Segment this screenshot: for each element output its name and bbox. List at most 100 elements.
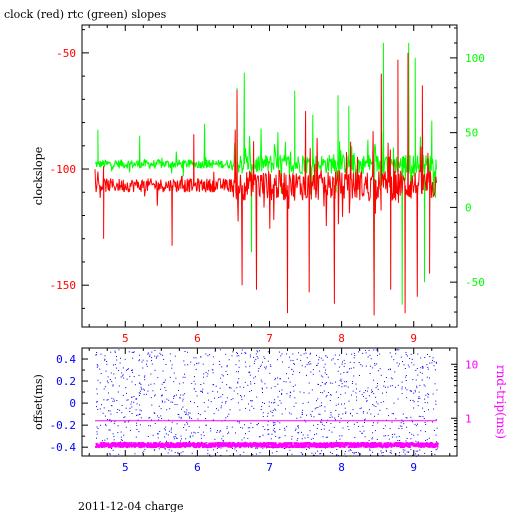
offset-point: [95, 354, 97, 356]
offset-point: [138, 392, 140, 394]
offset-point: [232, 398, 234, 400]
roundtrip-point: [288, 442, 291, 445]
offset-point: [382, 392, 383, 394]
offset-point: [176, 438, 178, 439]
offset-point: [170, 401, 172, 403]
offset-point: [179, 396, 181, 398]
roundtrip-point: [373, 443, 376, 446]
offset-point: [190, 361, 192, 363]
offset-point: [243, 451, 245, 453]
offset-point: [193, 402, 195, 404]
roundtrip-point: [352, 445, 354, 448]
roundtrip-point: [349, 445, 352, 448]
offset-point: [393, 359, 395, 361]
offset-point: [407, 364, 409, 366]
offset-point: [432, 357, 434, 359]
offset-point: [354, 355, 356, 357]
offset-point: [331, 359, 333, 361]
offset-point: [321, 419, 323, 421]
offset-point: [390, 385, 392, 387]
offset-point: [284, 447, 286, 449]
offset-point: [409, 358, 411, 359]
offset-x-tick-label: 9: [410, 461, 417, 474]
offset-point: [425, 440, 427, 441]
offset-point: [140, 417, 142, 419]
offset-point: [267, 421, 269, 422]
offset-point: [96, 437, 97, 439]
offset-point: [131, 406, 133, 408]
offset-point: [268, 405, 270, 407]
offset-point: [147, 436, 149, 437]
offset-point: [290, 392, 292, 394]
offset-point: [200, 384, 202, 385]
offset-point: [380, 401, 382, 403]
roundtrip-point: [364, 442, 367, 445]
offset-point: [178, 414, 180, 416]
offset-point: [180, 418, 182, 420]
offset-point: [260, 379, 262, 381]
offset-point: [286, 373, 287, 375]
offset-point: [274, 422, 276, 423]
offset-point: [269, 372, 271, 374]
offset-point: [250, 422, 252, 424]
offset-point: [433, 430, 435, 431]
roundtrip-point: [400, 446, 403, 449]
offset-point: [186, 421, 188, 423]
offset-point: [405, 375, 407, 376]
offset-point: [122, 367, 124, 369]
roundtrip-point: [228, 445, 230, 448]
roundtrip-point: [273, 446, 276, 449]
roundtrip-point: [218, 445, 221, 448]
offset-point: [238, 371, 239, 373]
offset-point: [295, 428, 297, 430]
offset-point: [142, 452, 144, 454]
offset-point: [202, 391, 203, 393]
offset-point: [228, 431, 230, 433]
offset-point: [299, 372, 301, 374]
offset-point: [436, 448, 438, 450]
offset-point: [435, 434, 437, 436]
offset-point: [205, 372, 207, 373]
offset-point: [245, 353, 247, 354]
offset-point: [207, 355, 209, 357]
offset-point: [372, 404, 374, 405]
offset-point: [329, 394, 331, 396]
offset-point: [161, 394, 163, 396]
offset-point: [343, 385, 345, 387]
offset-point: [424, 402, 426, 403]
offset-point: [226, 428, 228, 430]
offset-point: [236, 352, 238, 354]
offset-point: [374, 430, 376, 432]
offset-point: [155, 357, 157, 359]
offset-point: [405, 376, 407, 378]
offset-point: [157, 433, 159, 435]
offset-point: [271, 412, 273, 413]
offset-point: [241, 349, 243, 351]
offset-point: [201, 390, 203, 392]
offset-point: [212, 449, 214, 451]
offset-point: [213, 384, 215, 386]
offset-point: [132, 369, 133, 371]
offset-point: [317, 398, 319, 400]
offset-point: [376, 439, 378, 440]
offset-point: [122, 394, 124, 396]
offset-point: [120, 376, 122, 378]
offset-point: [289, 356, 290, 358]
offset-point: [187, 423, 188, 425]
offset-point: [192, 435, 194, 437]
offset-point: [221, 374, 223, 376]
offset-point: [107, 419, 109, 420]
offset-point: [279, 378, 281, 380]
offset-point: [154, 422, 156, 424]
offset-point: [340, 380, 342, 382]
offset-point: [118, 349, 120, 351]
roundtrip-point: [115, 445, 118, 448]
offset-point: [413, 401, 415, 403]
roundtrip-point: [198, 446, 201, 449]
offset-point: [379, 409, 381, 411]
offset-point: [105, 370, 107, 372]
offset-point: [420, 367, 422, 369]
roundtrip-point: [100, 443, 103, 446]
offset-point: [335, 391, 337, 393]
offset-point: [205, 353, 207, 355]
